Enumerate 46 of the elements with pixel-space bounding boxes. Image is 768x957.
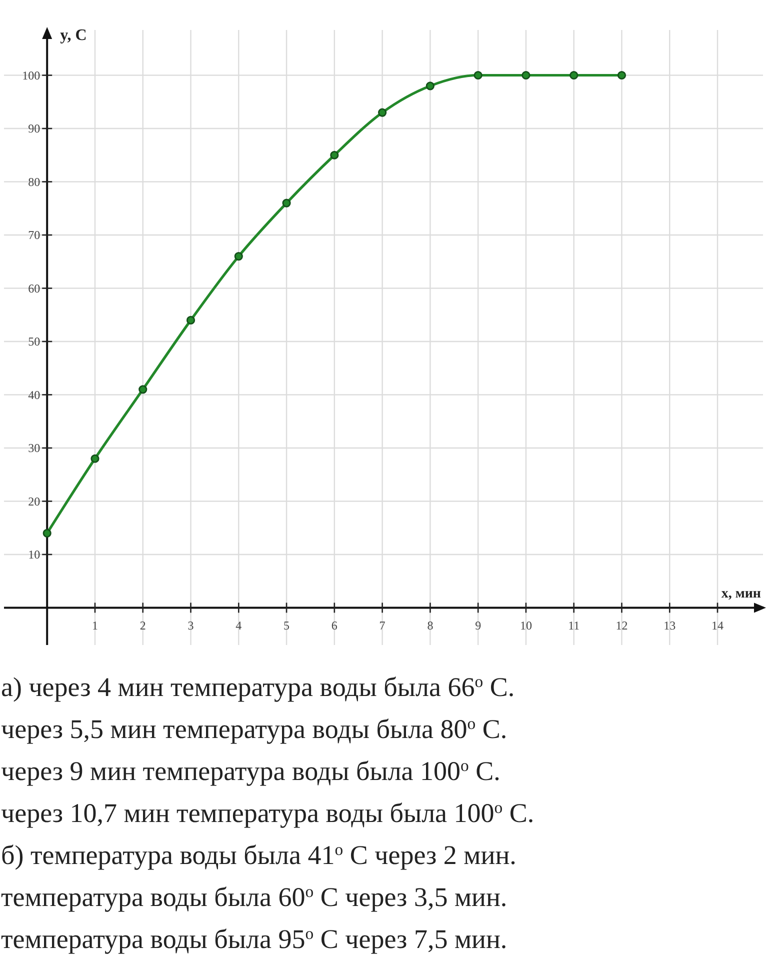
point [617, 70, 626, 80]
point [522, 70, 530, 80]
point [138, 385, 148, 394]
y-tick-label: 40 [28, 388, 40, 402]
x-tick-label: 6 [331, 618, 338, 633]
y-tick-label: 70 [28, 228, 40, 242]
x-tick-label: 5 [284, 618, 290, 633]
x-tick-label: 14 [712, 618, 724, 633]
x-tick-label: 3 [188, 618, 194, 633]
x-tick-label: 10 [520, 618, 532, 633]
text: через 9 мин температура воды была 100$^{о}$ С. [1, 756, 500, 786]
x-tick-label: 1 [92, 618, 98, 633]
x-tick-label: 11 [568, 618, 580, 633]
x-tick-label: 8 [427, 618, 434, 633]
text: температура воды была 60$^{о}$ С через 3,5 мин. [1, 882, 508, 912]
y-tick-label: 90 [28, 122, 40, 136]
text: температура воды была 95$^{о}$ С через 7,5 мин. [1, 924, 508, 954]
x-tick-label: 7 [379, 618, 386, 633]
point [378, 108, 387, 117]
text: через 10,7 мин температура воды была 100$^{о}$ С. [1, 798, 534, 828]
point [474, 70, 482, 80]
y-tick-label: 50 [28, 334, 40, 349]
x-tick-label: 4 [236, 618, 242, 633]
y-tick-label: 30 [28, 441, 40, 456]
point [234, 252, 243, 261]
x-tick-label: 2 [140, 618, 146, 633]
point [426, 82, 434, 90]
y-tick-label: 10 [28, 548, 40, 562]
y-tick-label: 80 [28, 174, 40, 189]
text: а) через 4 мин температура воды была 66$^{о}$ С. [1, 672, 515, 702]
x-tick-label: 9 [475, 618, 482, 633]
point [90, 454, 100, 463]
point [186, 316, 196, 324]
x-tick-label: 13 [664, 618, 676, 633]
x-tick-label: 12 [616, 618, 628, 633]
text: через 5,5 мин температура воды была 80$^{о}$ С. [1, 714, 508, 744]
text: б) температура воды была 41$^{о}$ С через 2 мин. [1, 840, 516, 870]
point [330, 150, 339, 160]
y-tick-label: 60 [28, 281, 40, 296]
y-tick-label: 100 [22, 68, 40, 82]
y-axis-title: y, C [60, 27, 87, 44]
point [42, 528, 52, 538]
point [570, 70, 578, 80]
x-axis-title: x, мин [721, 586, 761, 602]
point [282, 198, 291, 208]
y-tick-label: 20 [28, 494, 40, 508]
